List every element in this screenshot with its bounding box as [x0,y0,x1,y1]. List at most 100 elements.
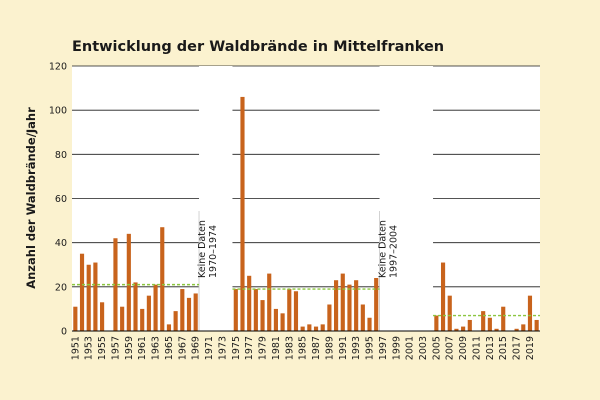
bar-1982 [280,313,285,331]
x-tick-label: 2001 [405,336,416,360]
bar-1963 [153,284,158,331]
bar-1962 [146,295,151,331]
bar-1994 [360,304,365,331]
no-data-gap: Keine Daten 1970–1974 [197,66,233,331]
bar-1952 [79,253,85,331]
x-tick-label: 1999 [391,336,402,360]
x-tick-label: 2013 [485,336,496,360]
y-tick-labels: 0 20 40 60 80 100 120 [49,62,67,338]
x-tick-label: 1961 [137,336,148,360]
bar-2013 [487,317,492,331]
bar-2017 [514,328,519,331]
bar-1953 [86,264,91,331]
x-tick-label: 2017 [512,336,523,360]
bar-1968 [186,297,192,331]
bar-1977 [247,275,252,331]
bar-1961 [140,308,145,331]
bar-2015 [501,306,506,331]
bar-1967 [180,289,185,331]
y-tick-label: 60 [55,194,67,205]
x-tick-label: 2003 [418,336,429,360]
bar-1959 [126,233,131,331]
x-tick-label: 1983 [284,336,295,360]
bar-1993 [354,280,359,331]
y-tick-label: 20 [55,282,67,293]
bar-1990 [334,280,339,331]
bar-1987 [313,326,319,331]
bar-1981 [273,308,278,331]
bar-2008 [454,328,459,331]
y-tick-label: 120 [49,62,67,73]
bar-1995 [367,317,372,331]
bar-1955 [100,302,105,331]
x-tick-label: 1997 [378,336,389,360]
no-data-gap: Keine Daten 1997–2004 [378,66,434,331]
x-tick-label: 2005 [431,336,442,360]
x-tick-label: 1951 [70,336,81,360]
bar-1984 [293,291,299,331]
x-tick-label: 2019 [525,336,536,360]
bar-2007 [447,295,452,331]
bar-1958 [120,306,125,331]
y-tick-label: 40 [55,238,67,249]
x-tick-label: 2015 [498,336,509,360]
bar-2010 [467,319,472,331]
x-tick-label: 2009 [458,336,469,360]
x-tick-label: 1955 [97,336,108,360]
bar-1979 [260,300,265,331]
bar-1986 [307,324,312,331]
x-tick-label: 1991 [338,336,349,360]
bar-2005 [434,315,439,331]
bar-1960 [133,282,138,331]
x-tick-label: 1971 [204,336,215,360]
bar-1975 [233,289,238,331]
bar-1985 [300,326,305,331]
bar-1980 [267,273,272,331]
x-tick-label: 1995 [365,336,376,360]
y-axis-label: Anzahl der Waldbrände/Jahr [24,107,38,289]
x-tick-labels: 1951 1953 1955 1957 1959 1961 1963 1965 1967 1969… [70,336,536,360]
gap-note-line: Keine Daten [378,220,389,278]
x-tick-label: 1989 [324,336,335,360]
x-tick-label: 2007 [445,336,456,360]
chart-title: Entwicklung der Waldbrände in Mittelfran… [72,39,444,55]
x-tick-label: 1953 [84,336,95,360]
y-tick-label: 80 [55,150,67,161]
x-tick-label: 1979 [258,336,269,360]
bar-1965 [166,324,172,331]
x-tick-label: 1969 [191,336,202,360]
gap-note-line: Keine Daten [197,220,208,278]
x-tick-label: 1957 [110,336,121,360]
x-tick-label: 1981 [271,336,282,360]
bar-1988 [320,324,325,331]
bar-1951 [73,306,78,331]
bar-1978 [253,289,258,331]
y-tick-label: 100 [49,106,67,117]
gap-note-line: 1970–1974 [208,225,219,278]
bar-2020 [534,319,539,331]
bars [73,96,539,332]
gridlines [72,65,540,288]
bar-1969 [193,293,198,331]
gap-mask [379,66,434,331]
bar-1989 [327,304,332,331]
x-tick-label: 1993 [351,336,362,360]
x-tick-label: 1975 [231,336,242,360]
x-tick-label: 1967 [177,336,188,360]
gap-annotations: Keine Daten 1970–1974 Keine Daten 1997–2004 [197,66,434,331]
gap-mask [199,66,233,331]
bar-2018 [521,324,526,331]
x-tick-label: 1973 [217,336,228,360]
bar-1957 [113,238,118,331]
x-tick-label: 1959 [124,336,135,360]
bar-2014 [494,328,499,331]
bar-1996 [374,278,379,331]
bar-1964 [160,227,165,331]
bar-2006 [440,262,446,331]
bar-1983 [287,289,292,331]
bar-1992 [347,284,352,331]
bar-2019 [527,295,533,331]
bar-1966 [173,311,178,331]
bar-1976 [240,96,245,332]
